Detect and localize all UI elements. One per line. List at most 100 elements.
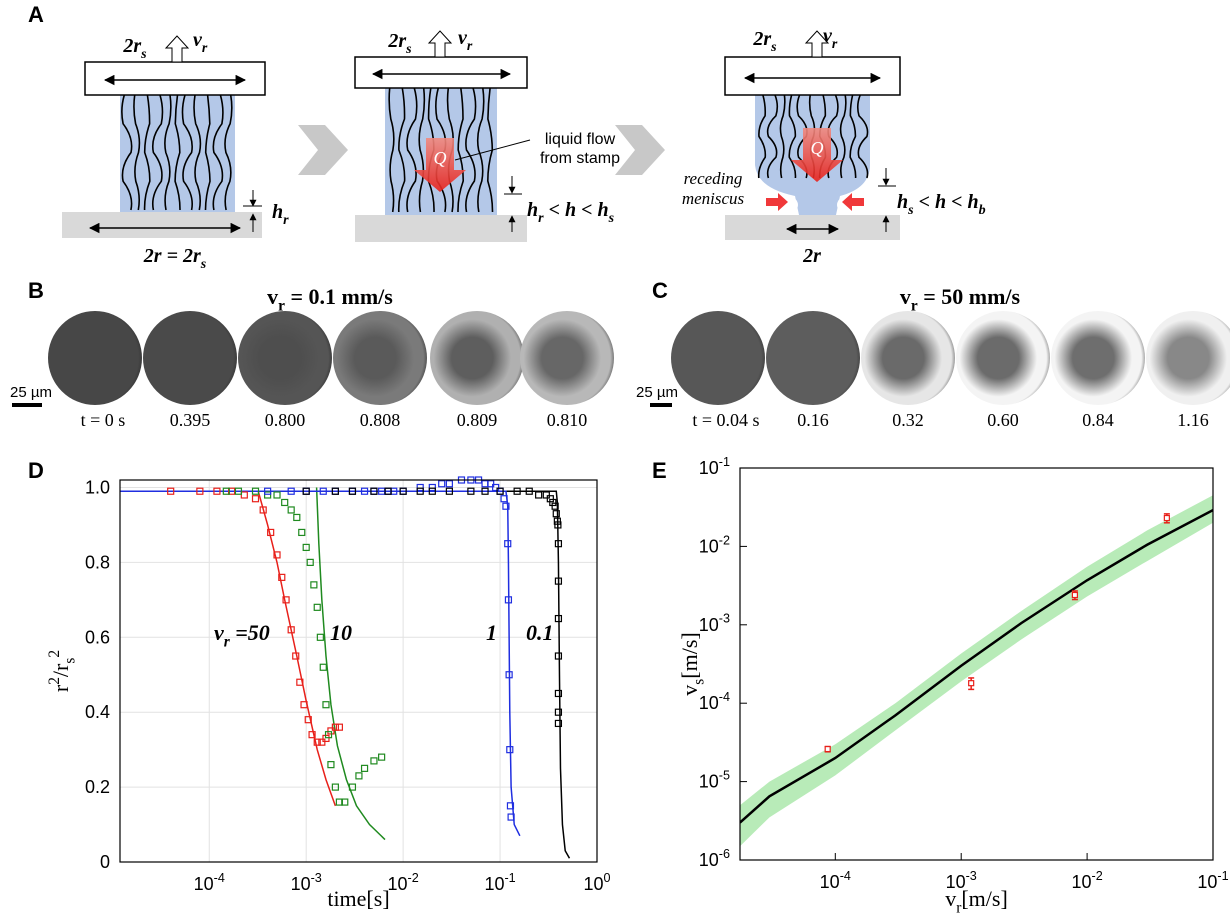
step-arrow — [298, 125, 348, 175]
text-part: r — [202, 41, 208, 56]
data-point — [273, 491, 281, 499]
label: vr — [823, 25, 838, 52]
text-part: Q — [811, 138, 824, 158]
label: 2r = 2rs — [143, 245, 207, 272]
fiber — [151, 94, 164, 211]
data-point — [1071, 591, 1078, 599]
data-point — [504, 540, 512, 548]
data-point — [310, 581, 318, 589]
tick-label: 10-3 — [946, 869, 977, 892]
time-label: 0.32 — [892, 410, 924, 430]
label: Q — [434, 148, 447, 168]
panel-letter: C — [652, 278, 668, 303]
text-part: s — [140, 47, 147, 62]
data-point — [304, 716, 312, 724]
label: time[s] — [327, 886, 389, 911]
stamp — [84, 61, 266, 96]
fiber — [418, 87, 426, 213]
tick-label: 10-2 — [699, 533, 730, 556]
panel-letter: B — [28, 278, 44, 303]
fiber — [174, 94, 181, 211]
confidence-band — [740, 495, 1213, 847]
stamp — [724, 56, 901, 96]
fiber — [133, 94, 141, 211]
tick-label: 0.6 — [85, 627, 110, 647]
micrograph — [1051, 311, 1145, 405]
data-point — [281, 498, 289, 507]
text-part: s — [691, 679, 708, 685]
data-point — [341, 798, 349, 806]
data-point — [445, 480, 453, 488]
fit-line — [257, 491, 337, 807]
text-part: [m/s] — [677, 632, 702, 678]
tick-label: 0.4 — [85, 702, 110, 722]
text-part: s — [907, 203, 914, 218]
label: hr — [272, 201, 289, 228]
label: vs[m/s] — [677, 632, 708, 695]
plot-data — [120, 476, 571, 859]
tick-label: 10-3 — [291, 871, 322, 894]
text-part: v — [945, 886, 956, 911]
data-point — [553, 517, 561, 525]
panel-letter: A — [28, 2, 44, 27]
time-label: t = 0.04 s — [692, 410, 759, 430]
text-part: liquid flow — [545, 131, 616, 148]
text-part: 2r — [802, 245, 821, 267]
text-part: r — [283, 213, 289, 228]
plot-frame — [739, 467, 1214, 861]
data-point — [322, 701, 330, 709]
text-part: /r — [48, 663, 73, 677]
substrate — [355, 215, 527, 242]
data-point — [360, 487, 369, 495]
data-point — [549, 498, 557, 507]
data-point — [428, 483, 436, 492]
fiber — [779, 94, 786, 179]
data-point — [487, 480, 495, 488]
text-part: r — [956, 900, 961, 914]
label: 2rs — [752, 28, 777, 55]
label: vr =50 — [214, 620, 270, 651]
data-point — [554, 614, 563, 623]
tick-label: 10-1 — [484, 871, 515, 894]
data-point — [167, 487, 175, 495]
data-point — [360, 764, 369, 772]
data-point — [542, 491, 550, 499]
tick-label: 10-6 — [699, 847, 730, 870]
data-point — [251, 487, 260, 495]
data-point — [327, 761, 335, 769]
flow-arrow — [791, 128, 843, 182]
data-point — [331, 487, 339, 495]
fibers — [121, 94, 233, 211]
panel-a: A — [28, 2, 901, 242]
text-part: 2r — [122, 35, 141, 57]
data-point — [554, 719, 563, 728]
flow-arrow — [414, 138, 466, 192]
fiber — [388, 87, 395, 213]
data-point — [481, 487, 489, 495]
text-part: r — [278, 298, 285, 315]
micrograph — [1146, 311, 1230, 405]
data-point — [313, 603, 321, 611]
time-label: 0.808 — [360, 410, 401, 430]
label: vr — [193, 29, 208, 56]
data-point — [370, 757, 378, 765]
data-point — [335, 798, 343, 806]
text-part: v — [267, 284, 278, 309]
text-part: 0.1 — [526, 620, 554, 645]
data-point — [264, 487, 272, 495]
text-part: =50 — [230, 620, 270, 645]
leader-line — [454, 139, 531, 161]
panels-b-c: B C — [28, 278, 668, 303]
label: meniscus — [682, 189, 745, 208]
text-part: h — [527, 199, 538, 221]
fiber — [457, 87, 465, 213]
micrograph — [520, 311, 614, 405]
velocity-arrow — [427, 30, 453, 58]
label: hr < h < hs — [527, 199, 615, 226]
fiber — [143, 94, 151, 211]
time-label: 0.800 — [265, 410, 306, 430]
fiber — [757, 94, 767, 179]
label: 0.1 — [526, 620, 554, 645]
velocity-arrow — [164, 35, 190, 63]
